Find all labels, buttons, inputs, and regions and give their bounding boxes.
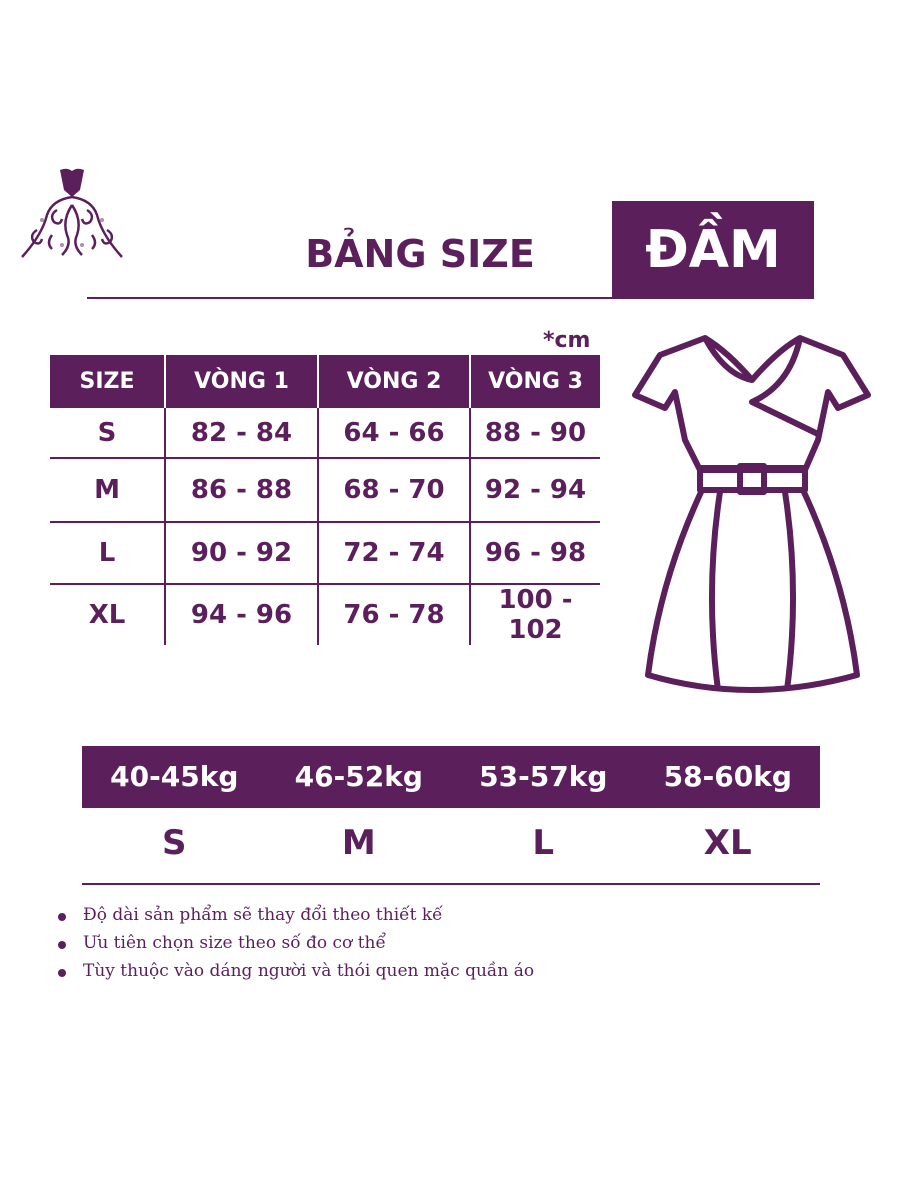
table-header-row: SIZE VÒNG 1 VÒNG 2 VÒNG 3 xyxy=(50,355,600,408)
size-table: SIZE VÒNG 1 VÒNG 2 VÒNG 3 S 82 - 84 64 - 6… xyxy=(50,355,600,645)
weight-size: XL xyxy=(703,823,752,863)
column-header: VÒNG 1 xyxy=(164,355,318,408)
table-cell: 90 - 92 xyxy=(164,522,318,585)
table-cell: 94 - 96 xyxy=(164,584,318,645)
weight-divider xyxy=(82,883,820,885)
table-cell: L xyxy=(50,522,165,585)
weight-size: S xyxy=(162,823,187,863)
table-cell: M xyxy=(50,458,165,523)
weight-size: L xyxy=(532,823,555,863)
table-row: M 86 - 88 68 - 70 92 - 94 xyxy=(50,458,600,523)
note-item: Ưu tiên chọn size theo số đo cơ thể xyxy=(55,933,534,961)
weight-range: 58-60kg xyxy=(663,760,792,793)
table-cell: 96 - 98 xyxy=(469,522,600,585)
table-cell: 76 - 78 xyxy=(317,584,470,645)
table-row: L 90 - 92 72 - 74 96 - 98 xyxy=(50,522,600,585)
note-item: Tùy thuộc vào dáng người và thói quen mặ… xyxy=(55,961,534,989)
page-title: BẢNG SIZE xyxy=(305,232,535,276)
title-divider xyxy=(87,297,613,299)
table-cell: 64 - 66 xyxy=(317,408,470,459)
weight-size: M xyxy=(341,823,376,863)
table-cell: 72 - 74 xyxy=(317,522,470,585)
column-header: VÒNG 2 xyxy=(317,355,470,408)
dress-outline-icon xyxy=(632,335,871,693)
table-cell: S xyxy=(50,408,165,459)
table-row: S 82 - 84 64 - 66 88 - 90 xyxy=(50,408,600,459)
notes-list: Độ dài sản phẩm sẽ thay đổi theo thiết k… xyxy=(55,905,534,989)
column-header: SIZE xyxy=(50,355,165,408)
note-item: Độ dài sản phẩm sẽ thay đổi theo thiết k… xyxy=(55,905,534,933)
table-cell: XL xyxy=(88,600,126,630)
weight-band: 40-45kg 46-52kg 53-57kg 58-60kg xyxy=(82,746,820,808)
weight-range: 53-57kg xyxy=(479,760,608,793)
table-cell: 68 - 70 xyxy=(317,458,470,523)
product-type-badge: ĐẦM xyxy=(612,201,814,299)
ornamental-dress-icon xyxy=(21,168,123,258)
table-cell: 88 - 90 xyxy=(469,408,600,459)
weight-sizes-row: S M L XL xyxy=(82,815,820,871)
column-header: VÒNG 3 xyxy=(469,355,600,408)
unit-label: *cm xyxy=(543,328,591,353)
weight-range: 40-45kg xyxy=(110,760,239,793)
table-cell: 82 - 84 xyxy=(164,408,318,459)
table-cell: 86 - 88 xyxy=(164,458,318,523)
table-cell: 92 - 94 xyxy=(469,458,600,523)
table-row: XL 94 - 96 76 - 78 100 - 102 xyxy=(50,584,600,645)
table-cell: 100 - 102 xyxy=(469,584,600,645)
weight-range: 46-52kg xyxy=(294,760,423,793)
